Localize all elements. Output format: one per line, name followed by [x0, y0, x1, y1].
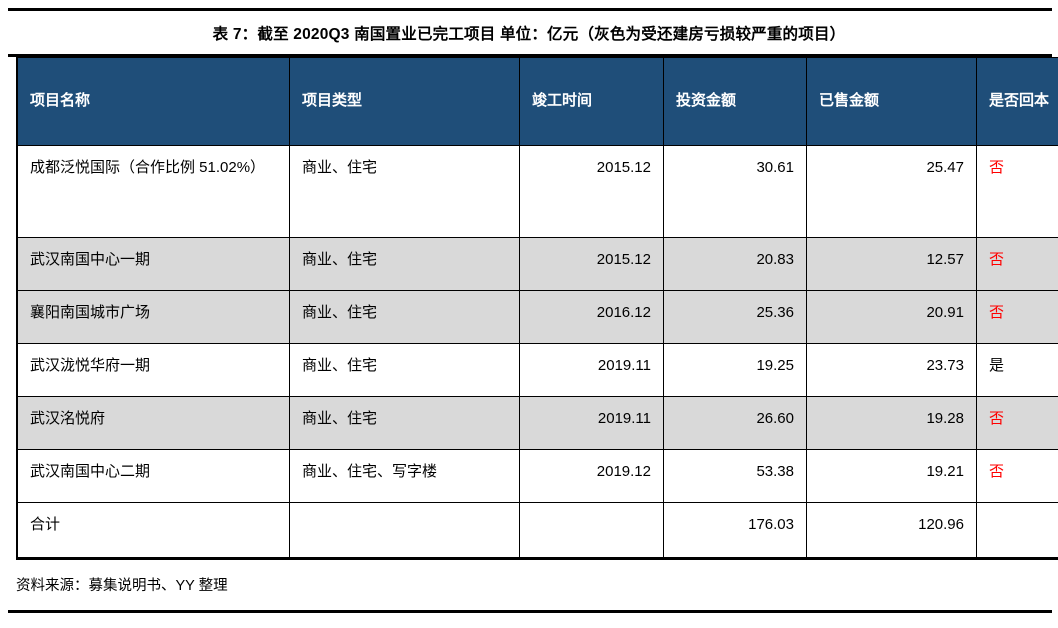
cell-empty [977, 503, 1058, 559]
header-row: 项目名称 项目类型 竣工时间 投资金额 已售金额 是否回本 已销售进度 [17, 58, 1058, 146]
cell-sold-amount: 12.57 [807, 238, 977, 291]
cell-investment: 20.83 [664, 238, 807, 291]
cell-sold-amount: 20.91 [807, 291, 977, 344]
cell-completion-date: 2019.12 [520, 450, 664, 503]
header-investment: 投资金额 [664, 58, 807, 146]
header-project-name: 项目名称 [17, 58, 290, 146]
header-recouped: 是否回本 [977, 58, 1058, 146]
table-row: 武汉南国中心二期 商业、住宅、写字楼 2019.12 53.38 19.21 否… [17, 450, 1058, 503]
cell-project-type: 商业、住宅 [290, 146, 520, 238]
cell-recouped: 否 [977, 146, 1058, 238]
cell-project-name: 武汉泷悦华府一期 [17, 344, 290, 397]
source-note: 资料来源：募集说明书、YY 整理 [16, 574, 1058, 595]
cell-project-type: 商业、住宅 [290, 238, 520, 291]
cell-investment: 30.61 [664, 146, 807, 238]
cell-project-type: 商业、住宅 [290, 344, 520, 397]
header-completion-date: 竣工时间 [520, 58, 664, 146]
cell-recouped: 否 [977, 291, 1058, 344]
cell-project-name: 武汉洺悦府 [17, 397, 290, 450]
top-rule [8, 8, 1052, 11]
completed-projects-table: 项目名称 项目类型 竣工时间 投资金额 已售金额 是否回本 已销售进度 成都泛悦… [16, 57, 1058, 560]
cell-sold-amount: 23.73 [807, 344, 977, 397]
cell-investment: 19.25 [664, 344, 807, 397]
cell-completion-date: 2019.11 [520, 344, 664, 397]
cell-sold-amount: 25.47 [807, 146, 977, 238]
cell-project-name: 武汉南国中心一期 [17, 238, 290, 291]
table-row: 成都泛悦国际（合作比例 51.02%） 商业、住宅 2015.12 30.61 … [17, 146, 1058, 238]
cell-project-type: 商业、住宅、写字楼 [290, 450, 520, 503]
cell-project-type: 商业、住宅 [290, 291, 520, 344]
cell-completion-date: 2015.12 [520, 146, 664, 238]
cell-investment: 53.38 [664, 450, 807, 503]
cell-total-label: 合计 [17, 503, 290, 559]
table-row: 武汉南国中心一期 商业、住宅 2015.12 20.83 12.57 否 100… [17, 238, 1058, 291]
cell-project-type: 商业、住宅 [290, 397, 520, 450]
cell-completion-date: 2016.12 [520, 291, 664, 344]
cell-total-investment: 176.03 [664, 503, 807, 559]
cell-sold-amount: 19.21 [807, 450, 977, 503]
cell-recouped: 否 [977, 397, 1058, 450]
bottom-rule [8, 610, 1052, 613]
table-row: 武汉洺悦府 商业、住宅 2019.11 26.60 19.28 否 98.43% [17, 397, 1058, 450]
table-body: 成都泛悦国际（合作比例 51.02%） 商业、住宅 2015.12 30.61 … [17, 146, 1058, 559]
cell-empty [290, 503, 520, 559]
table-row: 襄阳南国城市广场 商业、住宅 2016.12 25.36 20.91 否 85.… [17, 291, 1058, 344]
cell-project-name: 襄阳南国城市广场 [17, 291, 290, 344]
cell-completion-date: 2015.12 [520, 238, 664, 291]
report-page: 表 7：截至 2020Q3 南国置业已完工项目 单位：亿元（灰色为受还建房亏损较… [0, 8, 1058, 628]
cell-sold-amount: 19.28 [807, 397, 977, 450]
table-header: 项目名称 项目类型 竣工时间 投资金额 已售金额 是否回本 已销售进度 [17, 58, 1058, 146]
table-title: 表 7：截至 2020Q3 南国置业已完工项目 单位：亿元（灰色为受还建房亏损较… [0, 22, 1058, 44]
cell-project-name: 武汉南国中心二期 [17, 450, 290, 503]
cell-total-sold: 120.96 [807, 503, 977, 559]
header-project-type: 项目类型 [290, 58, 520, 146]
cell-recouped: 否 [977, 238, 1058, 291]
cell-recouped: 否 [977, 450, 1058, 503]
cell-investment: 25.36 [664, 291, 807, 344]
header-sold-amount: 已售金额 [807, 58, 977, 146]
cell-project-name: 成都泛悦国际（合作比例 51.02%） [17, 146, 290, 238]
cell-empty [520, 503, 664, 559]
cell-investment: 26.60 [664, 397, 807, 450]
cell-recouped: 是 [977, 344, 1058, 397]
table-row: 武汉泷悦华府一期 商业、住宅 2019.11 19.25 23.73 是 100… [17, 344, 1058, 397]
total-row: 合计 176.03 120.96 [17, 503, 1058, 559]
cell-completion-date: 2019.11 [520, 397, 664, 450]
